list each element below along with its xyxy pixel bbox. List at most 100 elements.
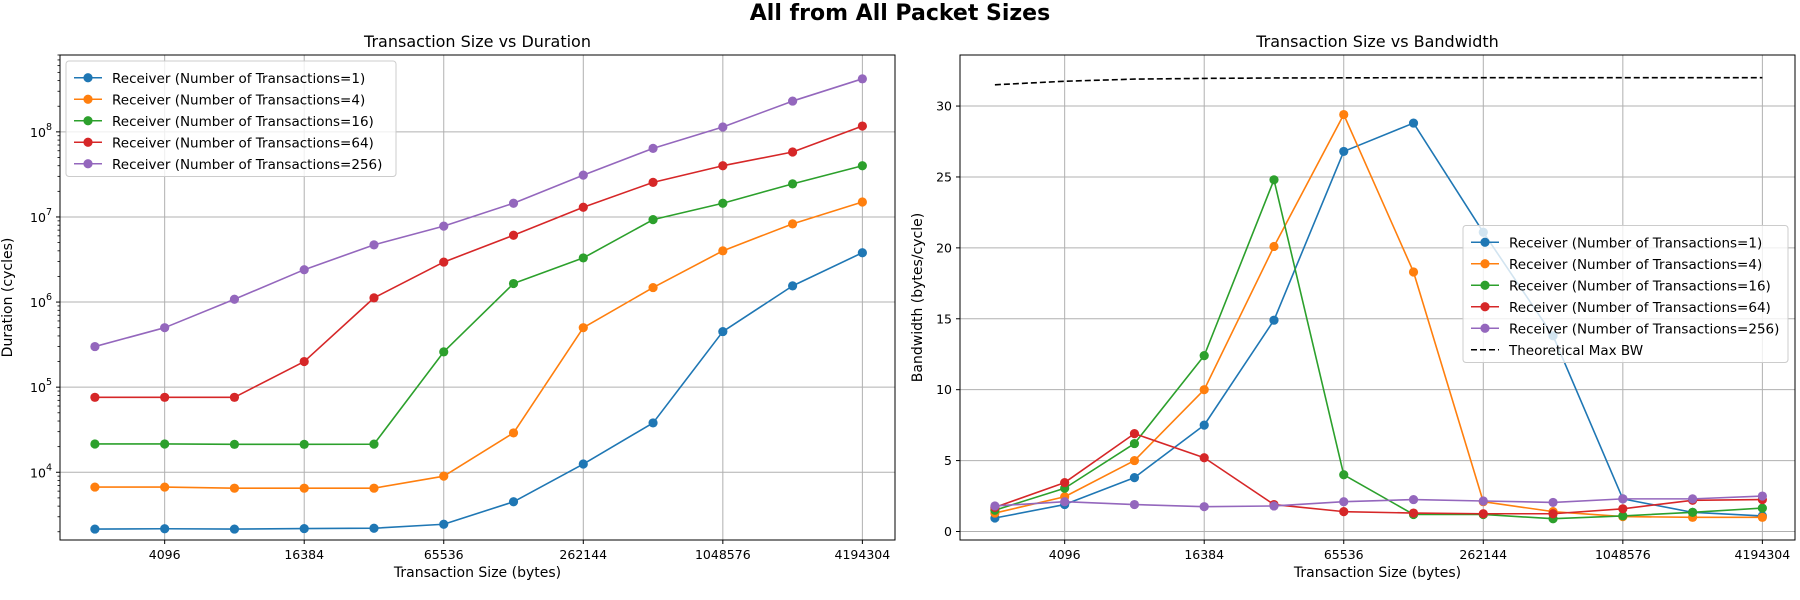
data-point (788, 219, 798, 229)
chart-title: Transaction Size vs Bandwidth (1255, 32, 1499, 51)
legend-label: Receiver (Number of Transactions=64) (112, 135, 374, 151)
data-point (1408, 267, 1419, 277)
bandwidth-chart-panel: 4096 16384 65536 262144 1048576 4194304 0 5 10 15… (910, 32, 1796, 581)
data-point (508, 230, 519, 240)
data-point (857, 121, 867, 131)
data-point (718, 122, 728, 132)
data-point (160, 524, 170, 534)
data-point (369, 483, 379, 493)
x-tick-label: 262144 (1459, 547, 1507, 562)
data-point (160, 392, 170, 402)
y-axis-label: Bandwidth (bytes/cycle) (910, 213, 926, 382)
y-tick-label: 0 (944, 524, 952, 539)
legend-box (1462, 225, 1789, 363)
legend-label: Receiver (Number of Transactions=16) (1509, 278, 1771, 294)
data-point (160, 482, 170, 492)
y-tick-label-base: 10 (30, 465, 46, 480)
y-tick-label-base: 10 (30, 125, 46, 140)
data-point (1618, 494, 1628, 504)
data-point (1129, 455, 1140, 466)
y-tick-label: 5 (944, 453, 952, 468)
x-tick-label: 16384 (1184, 547, 1224, 562)
series-line-receiver-number-of-transactions-64 (94, 125, 863, 399)
y-tick-label-exponent: 7 (46, 207, 52, 218)
y-tick-label: 20 (936, 240, 952, 255)
legend-label: Receiver (Number of Transactions=64) (1509, 300, 1771, 316)
legend-label: Receiver (Number of Transactions=1) (112, 71, 365, 87)
data-point (229, 524, 240, 534)
data-point (857, 197, 867, 207)
data-point (369, 240, 379, 250)
data-point (788, 147, 798, 157)
data-point (1757, 512, 1767, 522)
y-tick-label: 105 (30, 377, 52, 395)
data-point (439, 347, 449, 357)
x-tick-label: 4096 (149, 547, 181, 562)
x-tick-label: 65536 (1324, 547, 1364, 562)
data-point (1339, 146, 1349, 157)
data-point (1478, 509, 1488, 519)
data-point (1060, 497, 1070, 507)
y-tick-label: 30 (936, 99, 952, 114)
data-point (990, 501, 1000, 511)
data-point (508, 428, 519, 438)
series-line-theoretical-max-bw (994, 76, 1763, 86)
data-point (788, 96, 798, 106)
data-point (439, 471, 449, 481)
data-point (1618, 511, 1628, 521)
y-tick-label: 10 (936, 382, 952, 397)
series-line-receiver-number-of-transactions-1 (94, 251, 863, 530)
data-point (508, 497, 519, 507)
data-point (1339, 507, 1349, 517)
x-tick-label: 262144 (559, 547, 607, 562)
data-point (1757, 503, 1767, 513)
y-tick-label-exponent: 4 (46, 462, 52, 473)
legend-label: Receiver (Number of Transactions=16) (112, 114, 374, 130)
legend-marker (1480, 237, 1490, 247)
legend-marker (83, 159, 93, 169)
legend-label: Theoretical Max BW (1508, 343, 1643, 359)
data-point (1548, 497, 1558, 508)
data-point (1199, 502, 1209, 512)
data-point (1478, 496, 1488, 506)
x-tick-label: 1048576 (1595, 547, 1651, 562)
data-point (1199, 385, 1209, 395)
data-point (229, 392, 240, 402)
data-point (90, 341, 100, 352)
data-point (1688, 507, 1698, 517)
y-tick-label: 25 (936, 169, 952, 184)
data-point (229, 439, 240, 449)
x-tick-label: 4096 (1049, 547, 1081, 562)
data-point (299, 356, 309, 367)
data-point (718, 246, 728, 256)
legend-label: Receiver (Number of Transactions=4) (1509, 257, 1762, 273)
legend-marker (83, 116, 93, 126)
data-point (857, 161, 867, 171)
y-tick-label-base: 10 (30, 210, 46, 225)
series-line-receiver-number-of-transactions-256 (994, 495, 1763, 508)
series-line-receiver-number-of-transactions-256 (94, 78, 863, 348)
chart-title: Transaction Size vs Duration (363, 32, 591, 51)
x-tick-label: 4194304 (1735, 547, 1791, 562)
legend: Receiver (Number of Transactions=1) Recei… (65, 60, 397, 177)
data-point (1339, 470, 1349, 480)
legend-marker (1480, 323, 1490, 333)
data-point (1269, 501, 1279, 511)
y-tick-label-exponent: 8 (46, 122, 52, 133)
data-point (160, 439, 170, 449)
figure-title: All from All Packet Sizes (750, 1, 1050, 26)
x-axis-label: Transaction Size (bytes) (1293, 565, 1461, 581)
data-point (299, 523, 309, 534)
legend-marker (83, 94, 93, 104)
data-point (578, 323, 588, 333)
data-point (439, 257, 449, 267)
data-point (718, 326, 728, 337)
data-point (1269, 241, 1279, 252)
y-tick-label: 104 (30, 462, 52, 480)
series-line-receiver-number-of-transactions-4 (94, 201, 863, 489)
legend-label: Receiver (Number of Transactions=4) (112, 92, 365, 108)
series-line-receiver-number-of-transactions-1 (994, 122, 1763, 519)
x-tick-label: 16384 (284, 547, 324, 562)
data-point (718, 161, 728, 171)
